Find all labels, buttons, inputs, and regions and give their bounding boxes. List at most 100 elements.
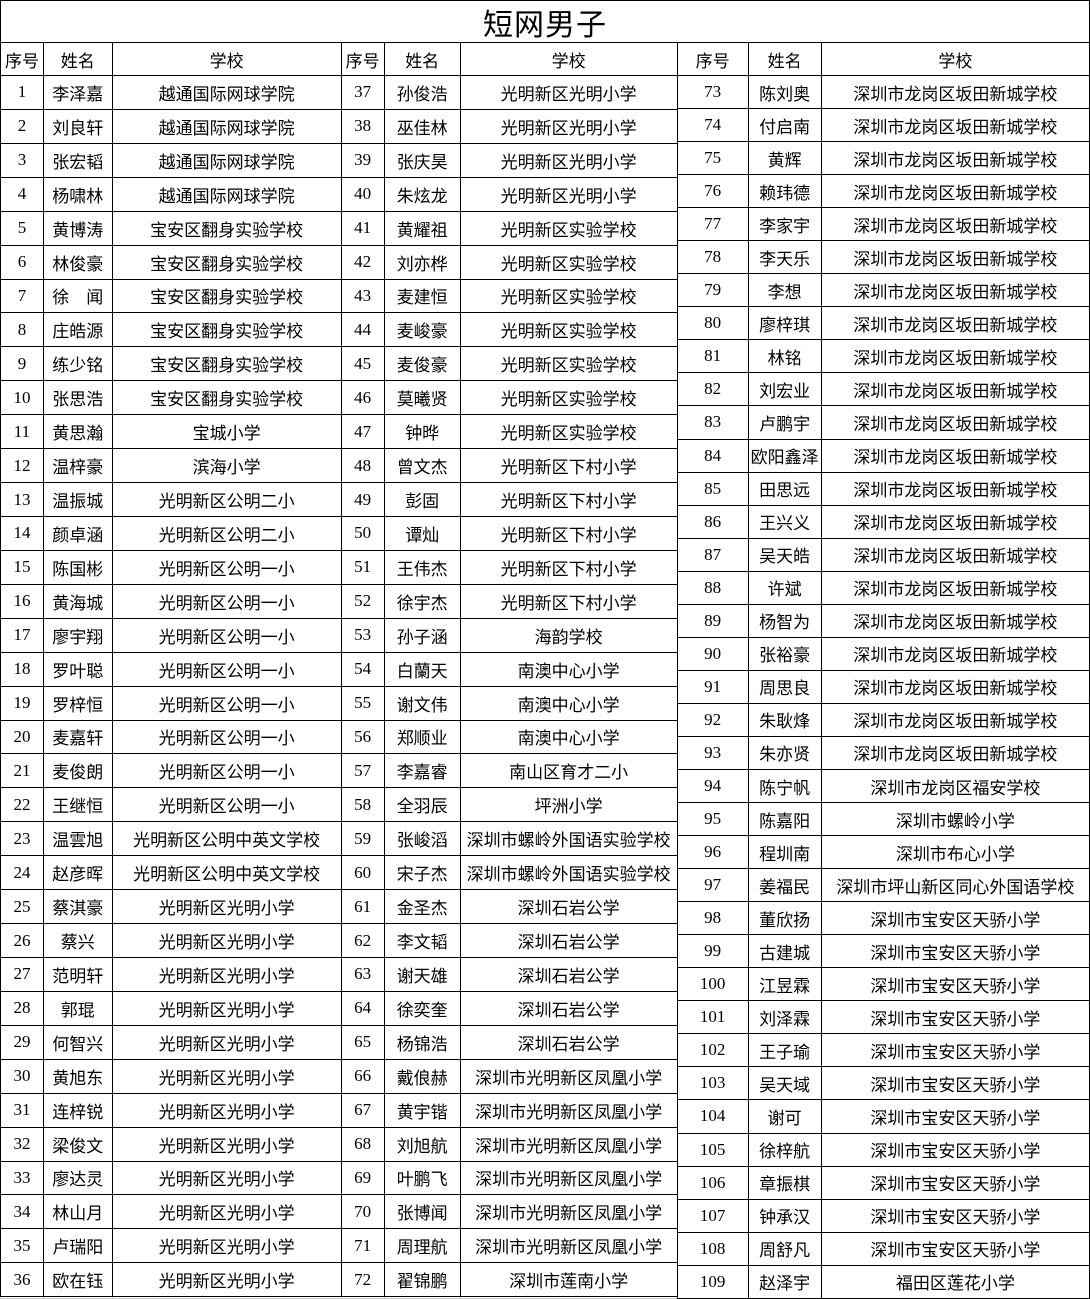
school-cell: 深圳市龙岗区坂田新城学校 [820, 108, 1090, 143]
row-number-cell: 105 [676, 1132, 749, 1167]
row-number-cell: 80 [676, 306, 749, 341]
table-row: 46 莫曦贤 光明新区实验学校 [340, 380, 678, 416]
row-number-cell: 108 [676, 1231, 749, 1266]
table-row: 56 郑顺业 南澳中心小学 [340, 719, 678, 755]
name-cell: 杨锦浩 [383, 1024, 461, 1060]
name-cell: 张裕豪 [747, 636, 822, 671]
name-cell: 吴天皓 [747, 537, 822, 572]
table-row: 97 姜福民 深圳市坪山新区同心外国语学校 [676, 868, 1090, 903]
table-row: 31 连梓锐 光明新区光明小学 [0, 1092, 342, 1128]
name-cell: 廖达灵 [42, 1160, 113, 1196]
name-cell: 徐 闻 [42, 278, 113, 314]
header-row: 序号 姓名 学校 [0, 42, 342, 76]
row-number-cell: 59 [340, 821, 385, 857]
school-cell: 深圳市光明新区凤凰小学 [459, 1126, 678, 1162]
school-cell: 深圳市布心小学 [820, 835, 1090, 870]
name-cell: 李文韬 [383, 923, 461, 958]
school-cell: 深圳市宝安区天骄小学 [820, 1132, 1090, 1167]
table-row: 96 程圳南 深圳市布心小学 [676, 835, 1090, 870]
table-row: 95 陈嘉阳 深圳市螺岭小学 [676, 802, 1090, 837]
name-cell: 黄旭东 [42, 1058, 113, 1094]
table-row: 26 蔡兴 光明新区光明小学 [0, 923, 342, 958]
empty-cell [459, 1296, 678, 1299]
name-cell: 温振城 [42, 482, 113, 517]
table-row: 47 钟晔 光明新区实验学校 [340, 414, 678, 450]
school-cell: 深圳市螺岭小学 [820, 802, 1090, 837]
table-row: 45 麦俊豪 光明新区实验学校 [340, 346, 678, 382]
name-cell: 廖梓琪 [747, 306, 822, 341]
school-cell: 深圳市龙岗区坂田新城学校 [820, 405, 1090, 440]
table-row: 35 卢瑞阳 光明新区光明小学 [0, 1228, 342, 1264]
school-cell: 深圳市龙岗区坂田新城学校 [820, 240, 1090, 275]
row-number-cell: 100 [676, 967, 749, 1002]
name-cell: 刘良轩 [42, 108, 113, 144]
row-number-cell: 58 [340, 787, 385, 823]
school-cell: 南澳中心小学 [459, 719, 678, 755]
name-cell: 黄辉 [747, 141, 822, 176]
table-row: 10 张思浩 宝安区翻身实验学校 [0, 380, 342, 416]
row-number-cell: 24 [0, 855, 44, 891]
row-number-cell: 109 [676, 1264, 749, 1299]
name-cell: 朱炫龙 [383, 176, 461, 212]
school-cell: 光明新区公明二小 [111, 482, 342, 517]
name-cell: 章振棋 [747, 1165, 822, 1200]
name-cell: 吴天域 [747, 1066, 822, 1101]
school-cell: 光明新区实验学校 [459, 346, 678, 382]
roster-tables: 序号 姓名 学校 1 李泽嘉 越通国际网球学院 2 刘良轩 越通国际网球学院 3 张宏韬 越通国… [0, 42, 1090, 1299]
school-cell: 深圳市龙岗区坂田新城学校 [820, 207, 1090, 242]
table-row: 34 林山月 光明新区光明小学 [0, 1194, 342, 1230]
school-cell: 深圳市坪山新区同心外国语学校 [820, 868, 1090, 903]
row-number-cell: 43 [340, 278, 385, 314]
table-row: 44 麦峻豪 光明新区实验学校 [340, 312, 678, 348]
row-number-cell: 27 [0, 956, 44, 992]
table-row: 30 黄旭东 光明新区光明小学 [0, 1058, 342, 1094]
row-number-cell: 103 [676, 1066, 749, 1101]
school-cell: 光明新区光明小学 [459, 108, 678, 144]
row-number-cell: 34 [0, 1194, 44, 1230]
table-row: 5 黄博涛 宝安区翻身实验学校 [0, 210, 342, 246]
name-cell: 范明轩 [42, 956, 113, 992]
school-cell: 深圳市宝安区天骄小学 [820, 1198, 1090, 1233]
row-number-cell: 71 [340, 1228, 385, 1264]
table-row: 89 杨智为 深圳市龙岗区坂田新城学校 [676, 603, 1090, 638]
school-cell: 深圳市龙岗区坂田新城学校 [820, 273, 1090, 308]
school-cell: 光明新区公明一小 [111, 719, 342, 755]
school-cell: 越通国际网球学院 [111, 142, 342, 178]
school-cell: 深圳市龙岗区坂田新城学校 [820, 471, 1090, 506]
name-cell: 林山月 [42, 1194, 113, 1230]
school-cell: 深圳市宝安区天骄小学 [820, 1165, 1090, 1200]
table-row: 65 杨锦浩 深圳石岩公学 [340, 1024, 678, 1060]
name-cell: 麦嘉轩 [42, 719, 113, 755]
name-cell: 谢天雄 [383, 956, 461, 992]
name-cell: 杨智为 [747, 603, 822, 638]
name-cell: 付启南 [747, 108, 822, 143]
row-number-cell: 88 [676, 570, 749, 605]
table-row: 85 田思远 深圳市龙岗区坂田新城学校 [676, 471, 1090, 506]
school-cell: 深圳市龙岗区福安学校 [820, 768, 1090, 804]
table-row: 84 欧阳鑫泽 深圳市龙岗区坂田新城学校 [676, 438, 1090, 473]
name-cell: 郭琨 [42, 990, 113, 1026]
name-cell: 陈刘奥 [747, 74, 822, 110]
column-header-school: 学校 [459, 42, 678, 76]
name-cell: 朱亦贤 [747, 735, 822, 770]
row-number-cell: 57 [340, 753, 385, 789]
table-row: 69 叶鹏飞 深圳市光明新区凤凰小学 [340, 1160, 678, 1196]
row-number-cell: 22 [0, 787, 44, 823]
table-row: 32 梁俊文 光明新区光明小学 [0, 1126, 342, 1162]
school-cell: 深圳市光明新区凤凰小学 [459, 1092, 678, 1128]
school-cell: 深圳市龙岗区坂田新城学校 [820, 306, 1090, 341]
table-row: 98 董欣扬 深圳市宝安区天骄小学 [676, 901, 1090, 936]
table-row: 77 李家宇 深圳市龙岗区坂田新城学校 [676, 207, 1090, 242]
name-cell: 黄宇锴 [383, 1092, 461, 1128]
name-cell: 赖玮德 [747, 174, 822, 209]
table-row: 101 刘泽霖 深圳市宝安区天骄小学 [676, 1000, 1090, 1035]
row-number-cell: 61 [340, 889, 385, 925]
row-number-cell: 14 [0, 515, 44, 551]
column-header-school: 学校 [111, 42, 342, 76]
name-cell: 刘旭航 [383, 1126, 461, 1162]
row-number-cell: 6 [0, 244, 44, 280]
table-row: 1 李泽嘉 越通国际网球学院 [0, 75, 342, 110]
row-number-cell: 66 [340, 1058, 385, 1094]
row-number-cell: 8 [0, 312, 44, 348]
table-row: 63 谢天雄 深圳石岩公学 [340, 956, 678, 992]
